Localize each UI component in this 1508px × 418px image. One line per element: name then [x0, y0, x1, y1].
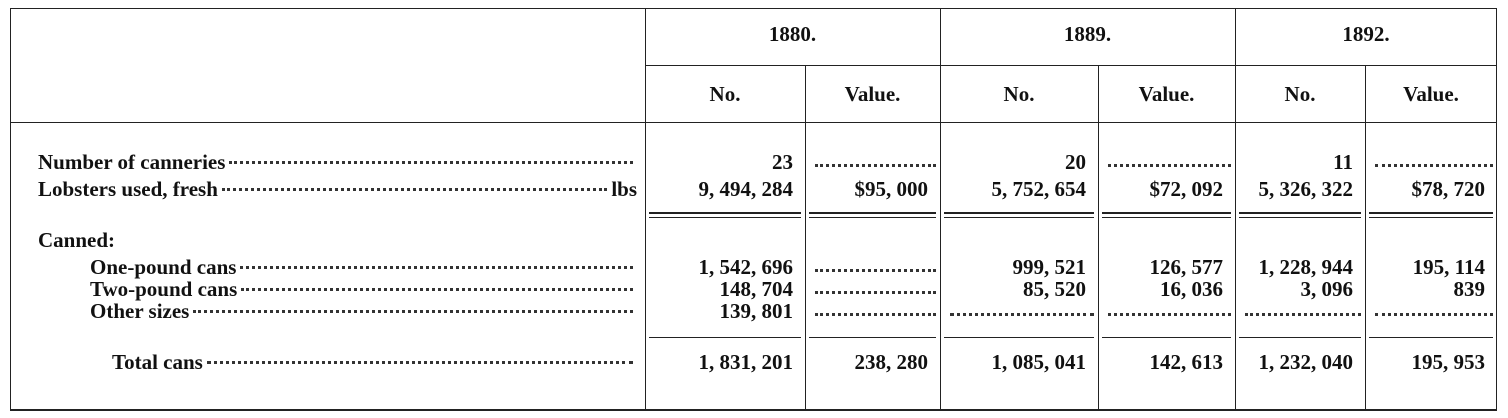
empty-leader — [1108, 313, 1231, 316]
year-header: 1889. — [1063, 22, 1112, 46]
rule — [809, 217, 936, 218]
rule — [809, 212, 936, 214]
rule — [10, 8, 11, 410]
empty-leader — [815, 313, 936, 316]
label-text: Two-pound cans — [90, 277, 238, 301]
column-header: Value. — [1403, 82, 1459, 106]
rule — [1369, 337, 1493, 338]
leader — [240, 266, 633, 269]
rule — [944, 337, 1094, 338]
unit: lbs — [611, 177, 637, 201]
cell: 20 — [1065, 150, 1086, 174]
rule — [1369, 217, 1493, 218]
cell: 5, 752, 654 — [991, 177, 1087, 201]
label-text: Lobsters used, fresh — [38, 177, 218, 201]
year-header: 1892. — [1342, 22, 1390, 46]
cell: $72, 092 — [1149, 177, 1224, 201]
rule — [1239, 217, 1361, 218]
label-text: Number of canneries — [38, 150, 226, 174]
empty-leader — [950, 313, 1094, 316]
rule — [1102, 217, 1231, 218]
cell: 23 — [772, 150, 793, 174]
label-text: Other sizes — [90, 299, 190, 323]
cell: 148, 704 — [719, 277, 794, 301]
cell: 16, 036 — [1160, 277, 1223, 301]
cell: 195, 953 — [1411, 350, 1486, 374]
cell: 1, 085, 041 — [991, 350, 1087, 374]
column-header: Value. — [1138, 82, 1195, 106]
rule — [645, 8, 646, 410]
cell: 1, 228, 944 — [1258, 255, 1354, 279]
leader — [241, 288, 633, 291]
row-label: Other sizes — [90, 299, 637, 323]
rule — [809, 337, 936, 338]
cell: 139, 801 — [719, 299, 794, 323]
section-label: Canned: — [38, 228, 116, 252]
rule — [1098, 65, 1099, 410]
empty-leader — [1375, 313, 1493, 316]
leader — [221, 188, 608, 191]
rule — [649, 337, 801, 338]
leader — [193, 310, 633, 313]
cell: 839 — [1453, 277, 1486, 301]
cell: 9, 494, 284 — [698, 177, 794, 201]
empty-leader — [815, 291, 936, 294]
rule — [1365, 65, 1366, 410]
empty-leader — [1245, 313, 1361, 316]
rule — [1102, 212, 1231, 214]
cell: 999, 521 — [1012, 255, 1087, 279]
row-label: Lobsters used, fresh lbs — [38, 177, 637, 201]
row-label: One-pound cans — [90, 255, 637, 279]
rule — [1239, 212, 1361, 214]
rule — [649, 217, 801, 218]
rule — [1496, 8, 1497, 410]
empty-leader — [1108, 164, 1231, 167]
rule — [805, 65, 806, 410]
rule — [1369, 212, 1493, 214]
cell: $95, 000 — [854, 177, 929, 201]
column-header: No. — [709, 82, 741, 106]
rule — [1235, 8, 1236, 410]
cell: 1, 831, 201 — [698, 350, 794, 374]
rule — [944, 212, 1094, 214]
row-label: Total cans — [112, 350, 637, 374]
cell: 142, 613 — [1149, 350, 1224, 374]
column-header: No. — [1003, 82, 1035, 106]
rule — [10, 8, 1497, 9]
column-header: Value. — [844, 82, 901, 106]
rule — [10, 122, 1497, 123]
cell: 85, 520 — [1023, 277, 1086, 301]
rule — [649, 212, 801, 214]
leader — [229, 161, 633, 164]
cell: 5, 326, 322 — [1258, 177, 1354, 201]
column-header: No. — [1284, 82, 1316, 106]
year-header: 1880. — [768, 22, 817, 46]
label-text: One-pound cans — [90, 255, 237, 279]
cell: 11 — [1333, 150, 1353, 174]
row-label: Number of canneries — [38, 150, 637, 174]
rule — [1239, 337, 1361, 338]
cell: 1, 542, 696 — [698, 255, 794, 279]
rule — [1102, 337, 1231, 338]
empty-leader — [1375, 164, 1493, 167]
rule — [645, 65, 1497, 66]
row-label: Two-pound cans — [90, 277, 637, 301]
rule — [944, 217, 1094, 218]
cell: 195, 114 — [1412, 255, 1485, 279]
empty-leader — [815, 164, 936, 167]
cell: $78, 720 — [1411, 177, 1486, 201]
empty-leader — [815, 269, 936, 272]
cell: 238, 280 — [854, 350, 929, 374]
label-text: Total cans — [112, 350, 203, 374]
rule — [10, 409, 1497, 411]
cell: 3, 096 — [1300, 277, 1354, 301]
rule — [940, 8, 941, 410]
cell: 126, 577 — [1149, 255, 1224, 279]
cell: 1, 232, 040 — [1258, 350, 1354, 374]
leader — [206, 361, 633, 364]
